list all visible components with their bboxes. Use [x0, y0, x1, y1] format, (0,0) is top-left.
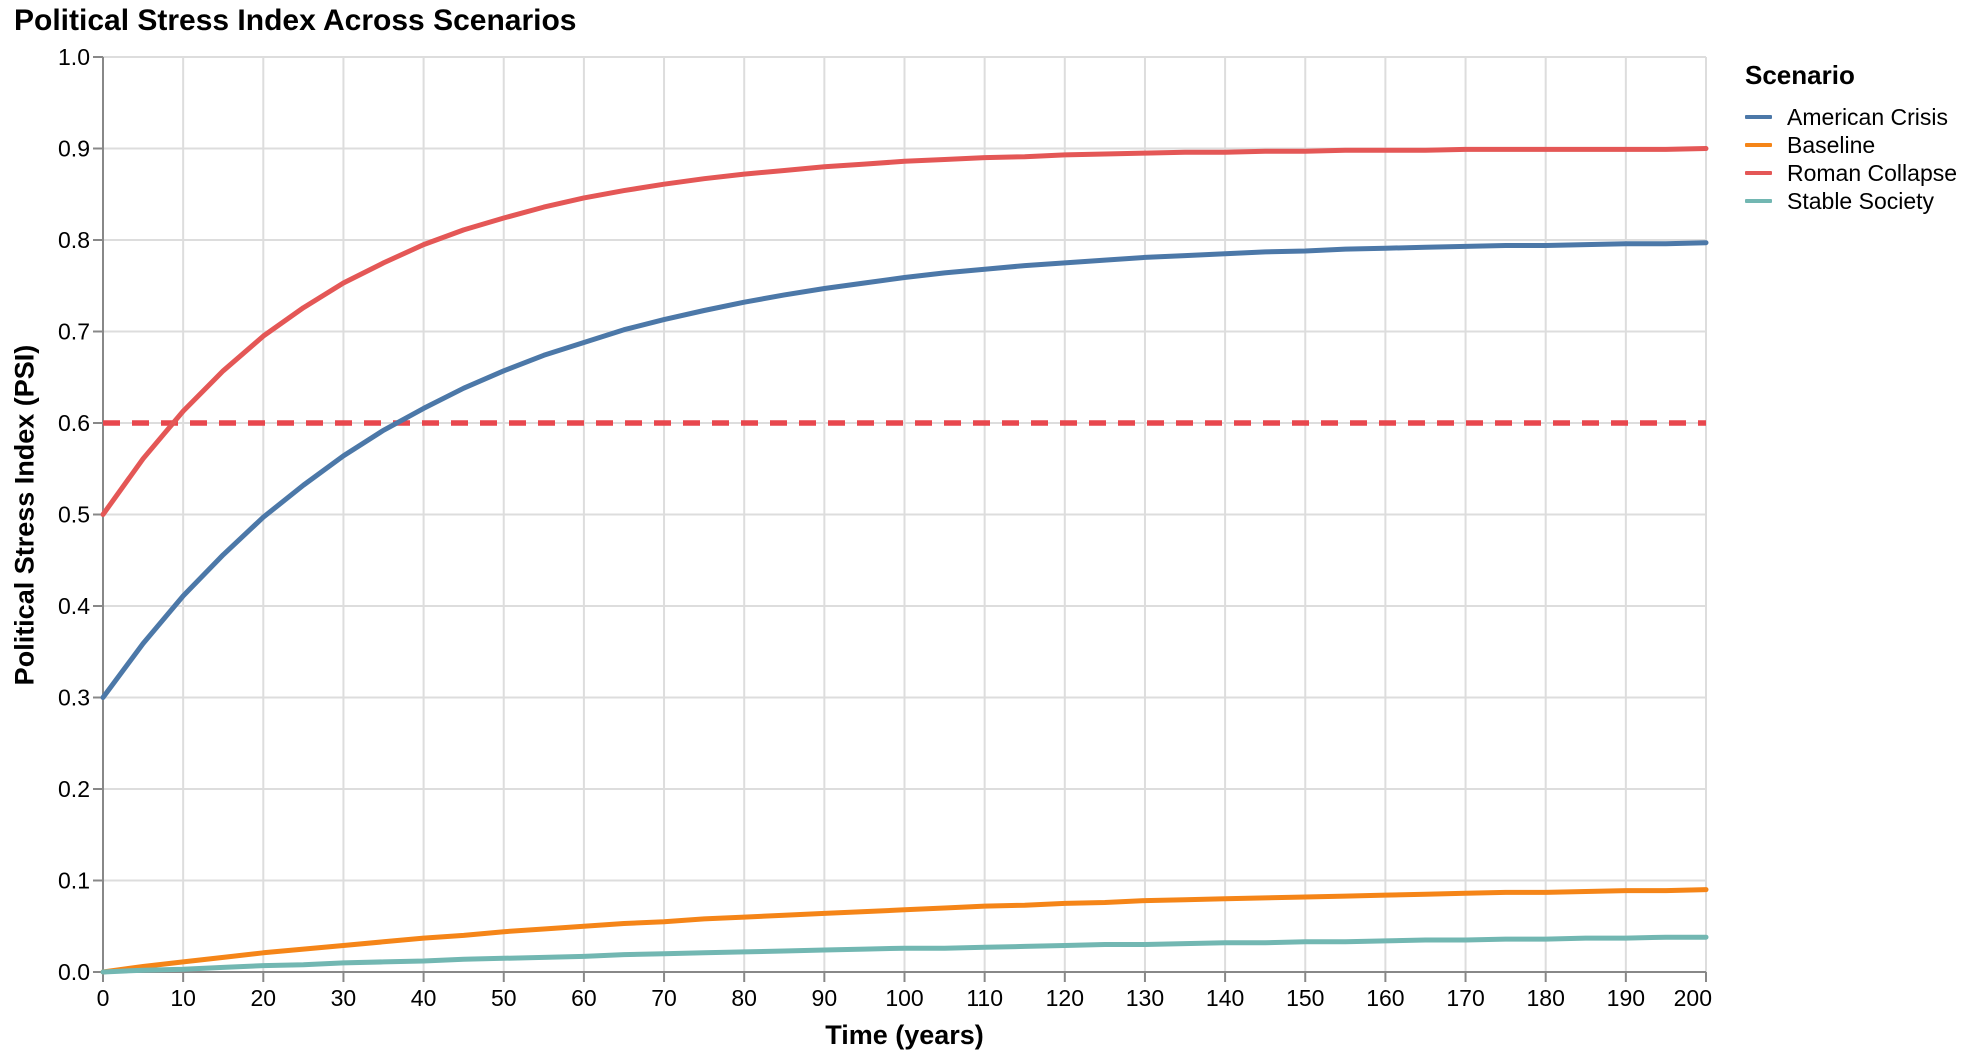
svg-text:200: 200	[1674, 985, 1712, 1011]
svg-text:0.2: 0.2	[58, 776, 90, 802]
legend-item-label: Stable Society	[1787, 187, 1935, 214]
legend-item-roman-collapse: Roman Collapse	[1745, 159, 1957, 187]
svg-text:10: 10	[170, 985, 196, 1011]
svg-text:40: 40	[411, 985, 437, 1011]
axes	[93, 56, 1707, 982]
svg-text:30: 30	[331, 985, 357, 1011]
legend-line-swatch	[1745, 199, 1772, 203]
svg-text:0.6: 0.6	[58, 410, 90, 436]
legend-title: Scenario	[1745, 60, 1855, 90]
svg-text:120: 120	[1046, 985, 1084, 1011]
gridlines	[102, 56, 1707, 973]
chart-title: Political Stress Index Across Scenarios	[14, 4, 577, 37]
series-stable-society	[100, 934, 1709, 975]
svg-text:70: 70	[651, 985, 677, 1011]
legend-item-label: American Crisis	[1787, 103, 1949, 130]
svg-text:0.1: 0.1	[58, 868, 90, 894]
svg-text:0.4: 0.4	[58, 593, 90, 619]
y-tick-labels: 0.0 0.1 0.2 0.3 0.4 0.5 0.6 0.7 0.8 0.9 1.0	[58, 44, 90, 985]
legend-line-swatch	[1745, 171, 1772, 175]
svg-text:20: 20	[251, 985, 277, 1011]
svg-text:190: 190	[1607, 985, 1645, 1011]
svg-text:110: 110	[966, 985, 1003, 1011]
series-roman-collapse	[100, 146, 1709, 517]
legend-item-label: Baseline	[1787, 131, 1876, 158]
svg-text:0.3: 0.3	[58, 685, 90, 711]
legend-item-baseline: Baseline	[1745, 131, 1957, 159]
svg-text:170: 170	[1446, 985, 1484, 1011]
x-tick-labels: 0 10 20 30 40 50 60 70 80 90 100 110 120 130 140 150 160…	[97, 985, 1712, 1011]
svg-text:0: 0	[97, 985, 110, 1011]
svg-text:1.0: 1.0	[58, 44, 90, 70]
series-american-crisis	[100, 240, 1709, 700]
svg-text:140: 140	[1206, 985, 1244, 1011]
svg-text:150: 150	[1286, 985, 1324, 1011]
svg-text:50: 50	[491, 985, 517, 1011]
svg-text:0.8: 0.8	[58, 227, 90, 253]
svg-text:80: 80	[731, 985, 757, 1011]
legend-item-label: Roman Collapse	[1787, 159, 1958, 186]
svg-text:90: 90	[812, 985, 838, 1011]
series-baseline	[100, 887, 1709, 975]
svg-text:100: 100	[885, 985, 923, 1011]
legend-line-swatch	[1745, 143, 1772, 147]
legend-item-stable-society: Stable Society	[1745, 187, 1957, 215]
svg-text:0.5: 0.5	[58, 502, 90, 528]
svg-text:0.0: 0.0	[58, 959, 90, 985]
x-axis-title: Time (years)	[825, 1020, 984, 1050]
legend: Scenario American Crisis Baseline Roman …	[1745, 60, 1957, 215]
svg-text:60: 60	[571, 985, 597, 1011]
y-axis-title: Political Stress Index (PSI)	[9, 344, 40, 686]
legend-item-american-crisis: American Crisis	[1745, 103, 1957, 131]
svg-text:0.9: 0.9	[58, 136, 90, 162]
legend-line-swatch	[1745, 115, 1772, 119]
svg-text:0.7: 0.7	[58, 319, 90, 345]
svg-text:180: 180	[1527, 985, 1565, 1011]
svg-text:130: 130	[1126, 985, 1164, 1011]
svg-text:160: 160	[1366, 985, 1404, 1011]
